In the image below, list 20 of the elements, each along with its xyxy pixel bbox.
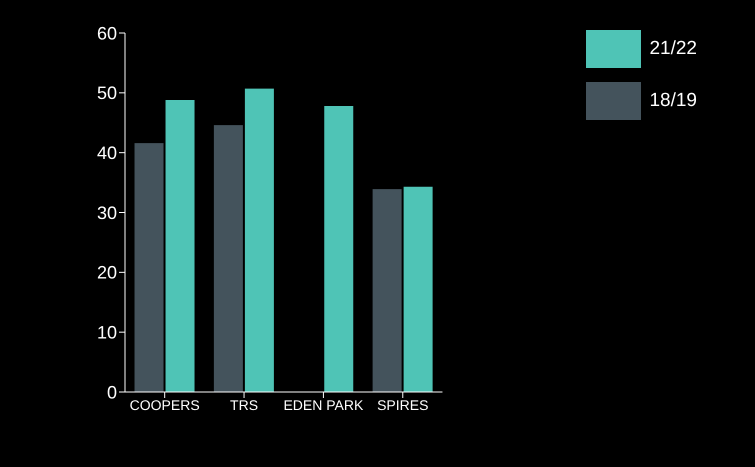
y-tick-label: 60 (96, 23, 117, 44)
y-tick-label: 20 (96, 262, 117, 283)
bar (214, 125, 243, 392)
bar (166, 100, 195, 392)
y-tick-label: 30 (96, 202, 117, 223)
x-tick-label: SPIRES (377, 396, 428, 413)
legend-label: 21/22 (649, 38, 697, 60)
x-tick-label: TRS (230, 396, 258, 413)
bar (404, 186, 433, 392)
bar (324, 106, 354, 392)
x-tick-label: COOPERS (130, 396, 200, 413)
y-tick-label: 40 (96, 143, 117, 164)
y-tick-label: 10 (96, 322, 117, 343)
y-tick-label: 50 (96, 83, 117, 104)
bar (134, 143, 164, 392)
bar (244, 88, 274, 392)
legend-label: 18/19 (649, 90, 697, 112)
bar (372, 189, 402, 392)
x-tick-label: EDEN PARK (283, 396, 364, 413)
y-tick-label: 0 (106, 382, 117, 402)
